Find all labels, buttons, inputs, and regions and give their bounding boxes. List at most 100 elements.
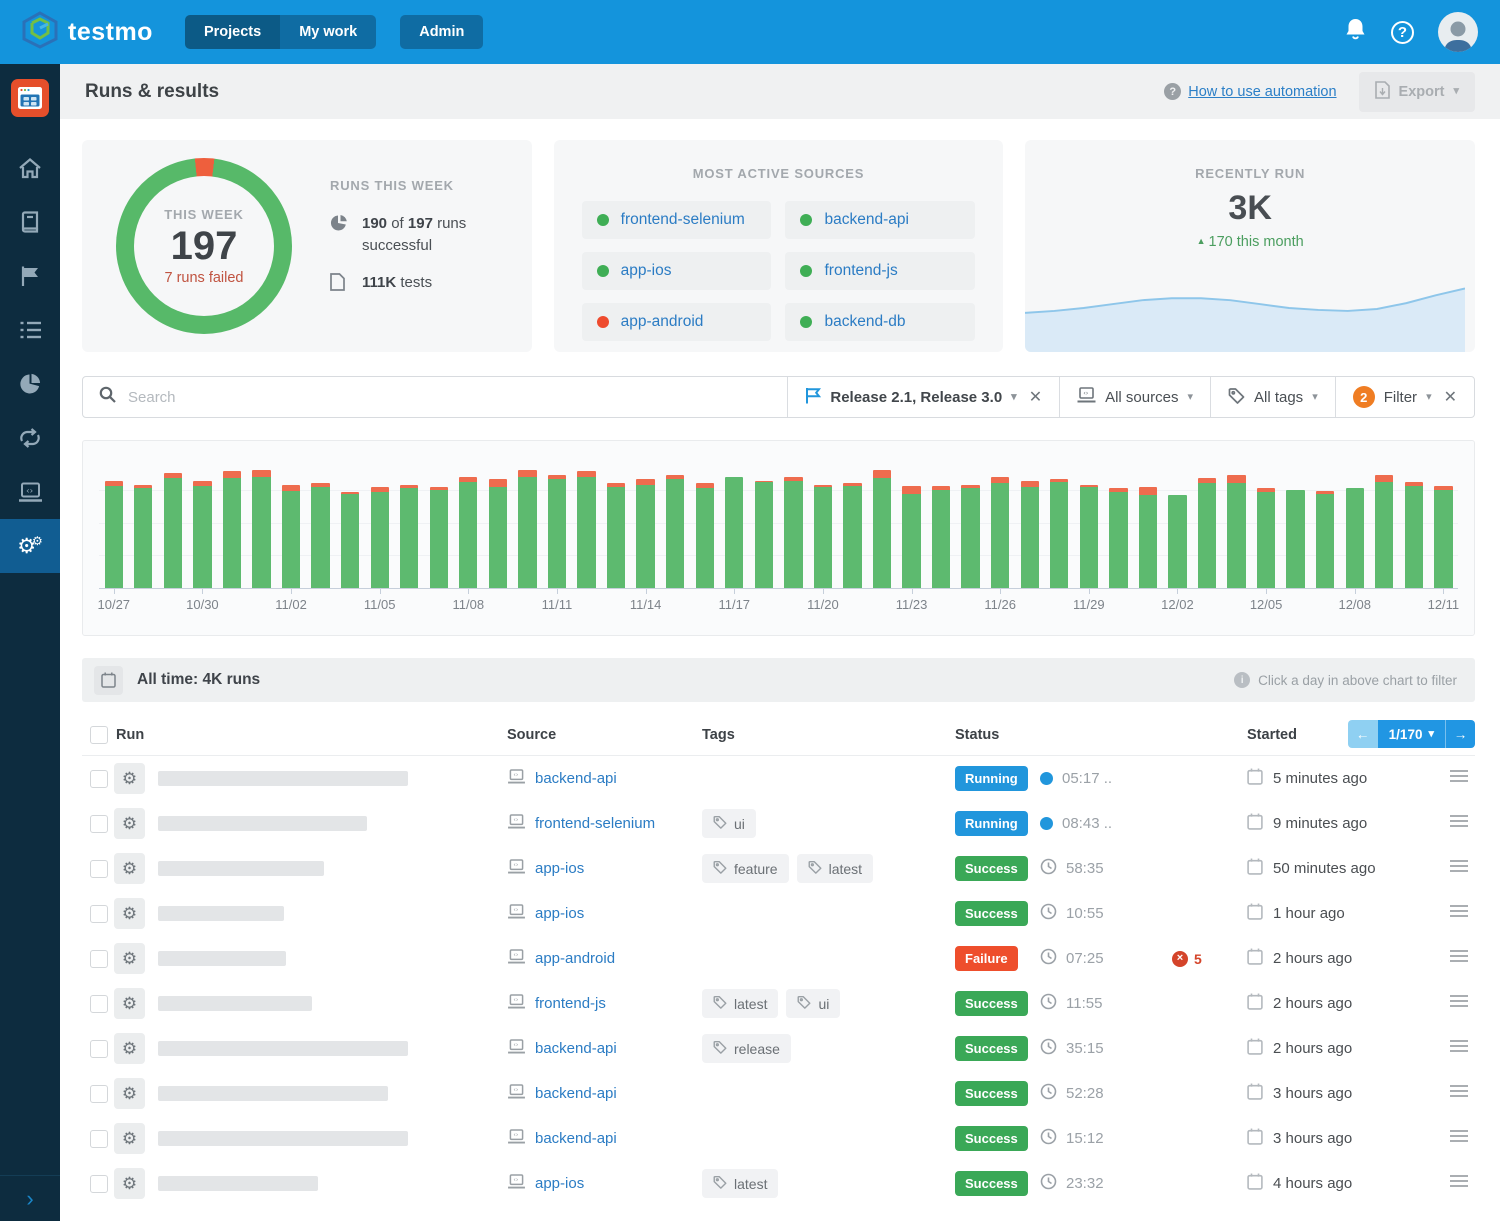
milestone-clear-icon[interactable]: ✕	[1028, 389, 1043, 406]
nav-projects[interactable]: Projects	[184, 15, 281, 49]
run-source-link[interactable]: ‹› frontend-js	[507, 994, 702, 1013]
tag-pill[interactable]: latest	[702, 989, 779, 1018]
chart-day-bar[interactable]	[690, 457, 720, 588]
run-source-link[interactable]: ‹› backend-api	[507, 1129, 702, 1148]
nav-my-work[interactable]: My work	[280, 15, 377, 49]
chart-day-bar[interactable]	[1222, 457, 1252, 588]
row-menu-icon[interactable]	[1449, 769, 1469, 788]
tag-pill[interactable]: feature	[702, 854, 789, 883]
notifications-bell-icon[interactable]	[1344, 17, 1367, 47]
run-settings-button[interactable]: ⚙	[114, 1123, 145, 1154]
run-settings-button[interactable]: ⚙	[114, 1033, 145, 1064]
chart-day-bar[interactable]	[483, 457, 513, 588]
chart-day-bar[interactable]	[985, 457, 1015, 588]
chart-day-bar[interactable]	[99, 457, 129, 588]
chart-day-bar[interactable]	[867, 457, 897, 588]
chart-day-bar[interactable]	[1133, 457, 1163, 588]
run-name-placeholder[interactable]	[158, 1041, 408, 1056]
chart-day-bar[interactable]	[1074, 457, 1104, 588]
tag-pill[interactable]: latest	[702, 1169, 779, 1198]
chart-day-bar[interactable]	[779, 457, 809, 588]
chart-day-bar[interactable]	[749, 457, 779, 588]
brand[interactable]: testmo	[22, 10, 153, 54]
sidebar-docs-icon[interactable]	[0, 195, 60, 249]
run-source-link[interactable]: ‹› backend-api	[507, 1084, 702, 1103]
chart-day-bar[interactable]	[542, 457, 572, 588]
chart-day-bar[interactable]	[897, 457, 927, 588]
row-menu-icon[interactable]	[1449, 859, 1469, 878]
chart-day-bar[interactable]	[158, 457, 188, 588]
tags-filter[interactable]: All tags ▾	[1209, 377, 1335, 417]
chart-day-bar[interactable]	[1340, 457, 1370, 588]
run-name-placeholder[interactable]	[158, 951, 286, 966]
chart-day-bar[interactable]	[306, 457, 336, 588]
run-settings-button[interactable]: ⚙	[114, 808, 145, 839]
filter-clear-icon[interactable]: ✕	[1443, 389, 1457, 406]
sidebar-settings-icon[interactable]: ⚙⚙	[0, 519, 60, 573]
chart-day-bar[interactable]	[719, 457, 749, 588]
run-settings-button[interactable]: ⚙	[114, 898, 145, 929]
chart-day-bar[interactable]	[335, 457, 365, 588]
sidebar-collapse-icon[interactable]: ›	[0, 1175, 60, 1221]
run-settings-button[interactable]: ⚙	[114, 943, 145, 974]
row-checkbox[interactable]	[90, 949, 108, 968]
chart-day-bar[interactable]	[1251, 457, 1281, 588]
source-pill[interactable]: backend-db	[785, 303, 976, 341]
export-button[interactable]: Export ▾	[1358, 71, 1475, 112]
chart-day-bar[interactable]	[1399, 457, 1429, 588]
chart-day-bar[interactable]	[1370, 457, 1400, 588]
chart-day-bar[interactable]	[424, 457, 454, 588]
run-source-link[interactable]: ‹› app-ios	[507, 859, 702, 878]
row-menu-icon[interactable]	[1449, 904, 1469, 923]
row-checkbox[interactable]	[90, 1084, 108, 1103]
chart-day-bar[interactable]	[1310, 457, 1340, 588]
search-input[interactable]	[128, 388, 772, 406]
chart-day-bar[interactable]	[1015, 457, 1045, 588]
row-menu-icon[interactable]	[1449, 1174, 1469, 1193]
run-source-link[interactable]: ‹› backend-api	[507, 769, 702, 788]
chart-day-bar[interactable]	[631, 457, 661, 588]
sidebar-testcases-icon[interactable]	[0, 303, 60, 357]
run-name-placeholder[interactable]	[158, 861, 324, 876]
run-source-link[interactable]: ‹› frontend-selenium	[507, 814, 702, 833]
run-name-placeholder[interactable]	[158, 1131, 408, 1146]
sources-filter[interactable]: ‹› All sources ▾	[1059, 377, 1210, 417]
tag-pill[interactable]: ui	[702, 809, 756, 838]
row-checkbox[interactable]	[90, 1129, 108, 1148]
run-name-placeholder[interactable]	[158, 816, 367, 831]
sidebar-reports-icon[interactable]	[0, 357, 60, 411]
how-to-use-automation-link[interactable]: ? How to use automation	[1164, 83, 1337, 100]
tag-pill[interactable]: ui	[786, 989, 841, 1018]
chart-day-bar[interactable]	[956, 457, 986, 588]
chart-day-bar[interactable]	[1192, 457, 1222, 588]
select-all-checkbox[interactable]	[90, 725, 108, 744]
row-checkbox[interactable]	[90, 994, 108, 1013]
row-checkbox[interactable]	[90, 904, 108, 923]
sidebar-project-icon[interactable]	[11, 79, 49, 117]
run-settings-button[interactable]: ⚙	[114, 1168, 145, 1199]
row-checkbox[interactable]	[90, 814, 108, 833]
run-settings-button[interactable]: ⚙	[114, 763, 145, 794]
calendar-chip-icon[interactable]	[94, 665, 123, 695]
help-icon[interactable]: ?	[1391, 20, 1414, 44]
chart-day-bar[interactable]	[129, 457, 159, 588]
chart-day-bar[interactable]	[454, 457, 484, 588]
source-pill[interactable]: app-ios	[581, 252, 772, 290]
run-source-link[interactable]: ‹› backend-api	[507, 1039, 702, 1058]
run-source-link[interactable]: ‹› app-ios	[507, 904, 702, 923]
run-source-link[interactable]: ‹› app-android	[507, 949, 702, 968]
chart-day-bar[interactable]	[1281, 457, 1311, 588]
next-page-button[interactable]: →	[1445, 720, 1475, 748]
chart-day-bar[interactable]	[276, 457, 306, 588]
run-name-placeholder[interactable]	[158, 1086, 388, 1101]
chart-day-bar[interactable]	[660, 457, 690, 588]
chart-day-bar[interactable]	[1163, 457, 1193, 588]
row-checkbox[interactable]	[90, 769, 108, 788]
row-checkbox[interactable]	[90, 1039, 108, 1058]
row-checkbox[interactable]	[90, 1174, 108, 1193]
source-pill[interactable]: frontend-selenium	[581, 201, 772, 239]
run-name-placeholder[interactable]	[158, 906, 284, 921]
chart-day-bar[interactable]	[1104, 457, 1134, 588]
chart-day-bar[interactable]	[513, 457, 543, 588]
row-menu-icon[interactable]	[1449, 949, 1469, 968]
